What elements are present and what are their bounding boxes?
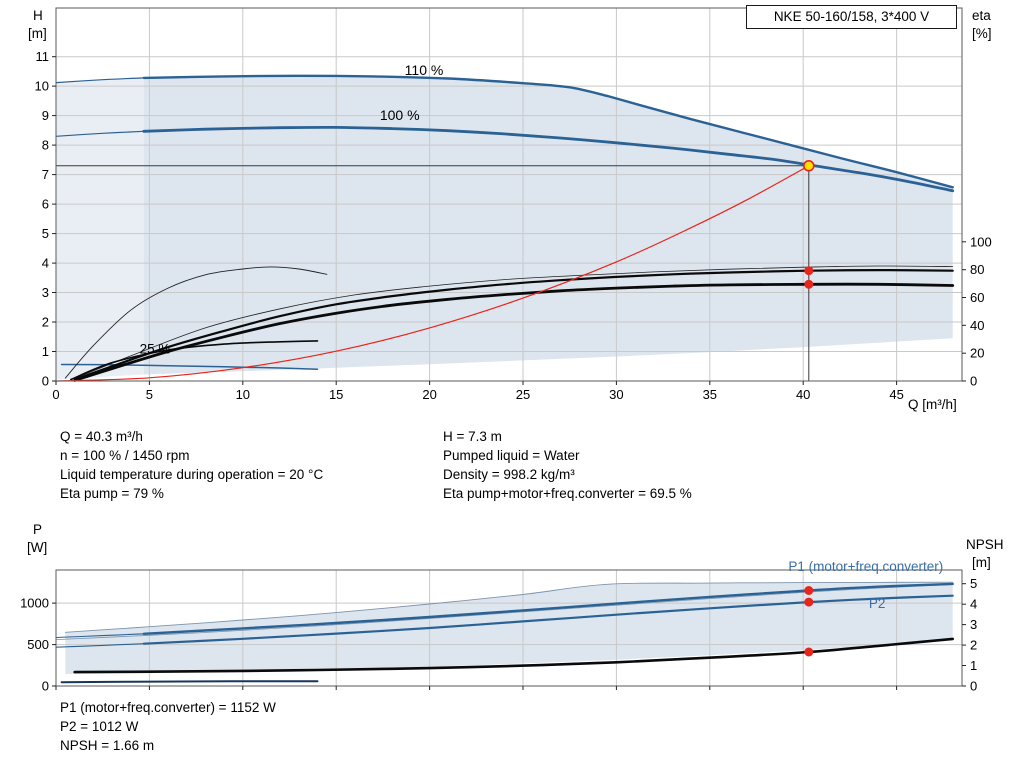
y2-tick-label: 1	[970, 658, 977, 673]
y-tick-label: 1	[42, 344, 49, 359]
y2-tick-label: 3	[970, 617, 977, 632]
y-tick-label: 3	[42, 285, 49, 300]
p2-point	[804, 597, 814, 607]
curve-p1-low	[55, 633, 145, 639]
curve-110-low	[55, 77, 145, 84]
y2-axis-title: [%]	[972, 26, 992, 41]
plot-frame	[55, 569, 963, 687]
y2-axis-title: eta	[972, 8, 991, 23]
npsh-point	[804, 647, 814, 657]
y2-tick-label: 100	[970, 234, 992, 249]
info-line-eta-pump: Eta pump = 79 %	[60, 486, 164, 501]
info-line-p2: P2 = 1012 W	[60, 719, 139, 734]
y-axis-title: H	[33, 8, 43, 23]
y2-axis-title: NPSH	[966, 537, 1004, 552]
eta-25-curve	[70, 340, 319, 381]
x-tick-label: 45	[889, 387, 903, 402]
y-tick-label: 0	[42, 374, 49, 389]
y-tick-label: 4	[42, 256, 49, 271]
y2-tick-label: 20	[970, 346, 984, 361]
hq-chart: 0 5 10 15 20 25 30 35 40 450123456789101102040608…	[28, 7, 992, 412]
info-line-p1: P1 (motor+freq.converter) = 1152 W	[60, 700, 276, 715]
info-line-temperature: Liquid temperature during operation = 20…	[60, 467, 324, 482]
y-axis-title: [W]	[27, 540, 47, 555]
y2-tick-label: 80	[970, 262, 984, 277]
info-line-q: Q = 40.3 m³/h	[60, 429, 143, 444]
p1-point	[804, 586, 814, 595]
info-line-speed: n = 100 % / 1450 rpm	[60, 448, 190, 463]
x-tick-label: 25	[516, 387, 530, 402]
curve-label: 25 %	[140, 342, 171, 357]
y-tick-label: 7	[42, 167, 49, 182]
duty-point[interactable]	[802, 160, 815, 172]
y-tick-label: 2	[42, 315, 49, 330]
x-tick-label: 15	[329, 387, 343, 402]
curve-100	[142, 125, 955, 193]
plot-frame	[55, 7, 963, 382]
envelope-main	[143, 75, 953, 375]
y-tick-label: 1000	[20, 596, 49, 611]
eta-total-curve	[73, 282, 955, 382]
p-envelope-top	[64, 581, 954, 633]
y-tick-label: 9	[42, 108, 49, 123]
curve-100-low	[55, 130, 145, 137]
x-tick-label: 10	[236, 387, 250, 402]
y2-tick-label: 2	[970, 638, 977, 653]
info-line-eta-total: Eta pump+motor+freq.converter = 69.5 %	[443, 486, 692, 501]
y-tick-label: 5	[42, 226, 49, 241]
eta-pump-point	[804, 266, 814, 276]
y-axis-title: P	[33, 522, 42, 537]
y-tick-label: 10	[35, 79, 49, 94]
eta-total-point	[804, 279, 814, 289]
info-line-liquid: Pumped liquid = Water	[443, 448, 580, 463]
eta-thin-2	[74, 265, 954, 379]
info-line-npsh: NPSH = 1.66 m	[60, 738, 155, 753]
curve-p2	[142, 594, 954, 645]
envelope-light	[56, 77, 144, 380]
eta-thin-1	[64, 266, 328, 379]
system-curve	[55, 165, 810, 382]
x-tick-label: 0	[52, 387, 59, 402]
y2-tick-label: 0	[970, 679, 977, 694]
curve-p1	[142, 582, 954, 635]
x-tick-label: 30	[609, 387, 623, 402]
x-tick-label: 35	[703, 387, 717, 402]
y-tick-label: 6	[42, 197, 49, 212]
y2-tick-label: 60	[970, 290, 984, 305]
x-tick-label: 5	[146, 387, 153, 402]
curve-label: 100 %	[380, 107, 420, 123]
curve-label: P1 (motor+freq.converter)	[788, 559, 943, 574]
eta-pump-curve	[73, 268, 954, 381]
y-tick-label: 0	[42, 679, 49, 694]
curve-label: P2	[869, 596, 886, 611]
y-axis-title: [m]	[28, 26, 47, 41]
pump-title-box: NKE 50-160/158, 3*400 V	[746, 5, 957, 29]
x-axis-title: Q [m³/h]	[908, 397, 957, 412]
power-envelope	[65, 582, 953, 674]
curve-label: 110 %	[405, 62, 444, 78]
x-tick-label: 20	[422, 387, 436, 402]
y2-tick-label: 5	[970, 576, 977, 591]
pq-chart: 0 500 1000 0 1 2 3 4 5 P [W] NPSH [m] P1 (motor+freq.…	[20, 522, 1003, 694]
curve-110-limit	[605, 94, 954, 189]
power-info: P1 (motor+freq.converter) = 1152 W P2 = …	[60, 698, 276, 755]
y2-tick-label: 4	[970, 597, 977, 612]
duty-info-left: Q = 40.3 m³/h n = 100 % / 1450 rpm Liqui…	[60, 427, 323, 503]
y-tick-label: 500	[27, 637, 49, 652]
y2-tick-label: 0	[970, 374, 977, 389]
info-line-head: H = 7.3 m	[443, 429, 502, 444]
y2-axis-title: [m]	[972, 555, 991, 570]
x-tick-label: 40	[796, 387, 810, 402]
y-tick-label: 8	[42, 138, 49, 153]
curve-110	[142, 74, 609, 98]
curve-p2-low	[55, 643, 145, 648]
npsh-25-curve	[60, 680, 319, 684]
y-tick-label: 11	[36, 49, 50, 64]
p-thin-mid	[55, 584, 954, 640]
info-line-density: Density = 998.2 kg/m³	[443, 467, 575, 482]
y2-tick-label: 40	[970, 318, 984, 333]
duty-info-right: H = 7.3 m Pumped liquid = Water Density …	[443, 427, 692, 503]
